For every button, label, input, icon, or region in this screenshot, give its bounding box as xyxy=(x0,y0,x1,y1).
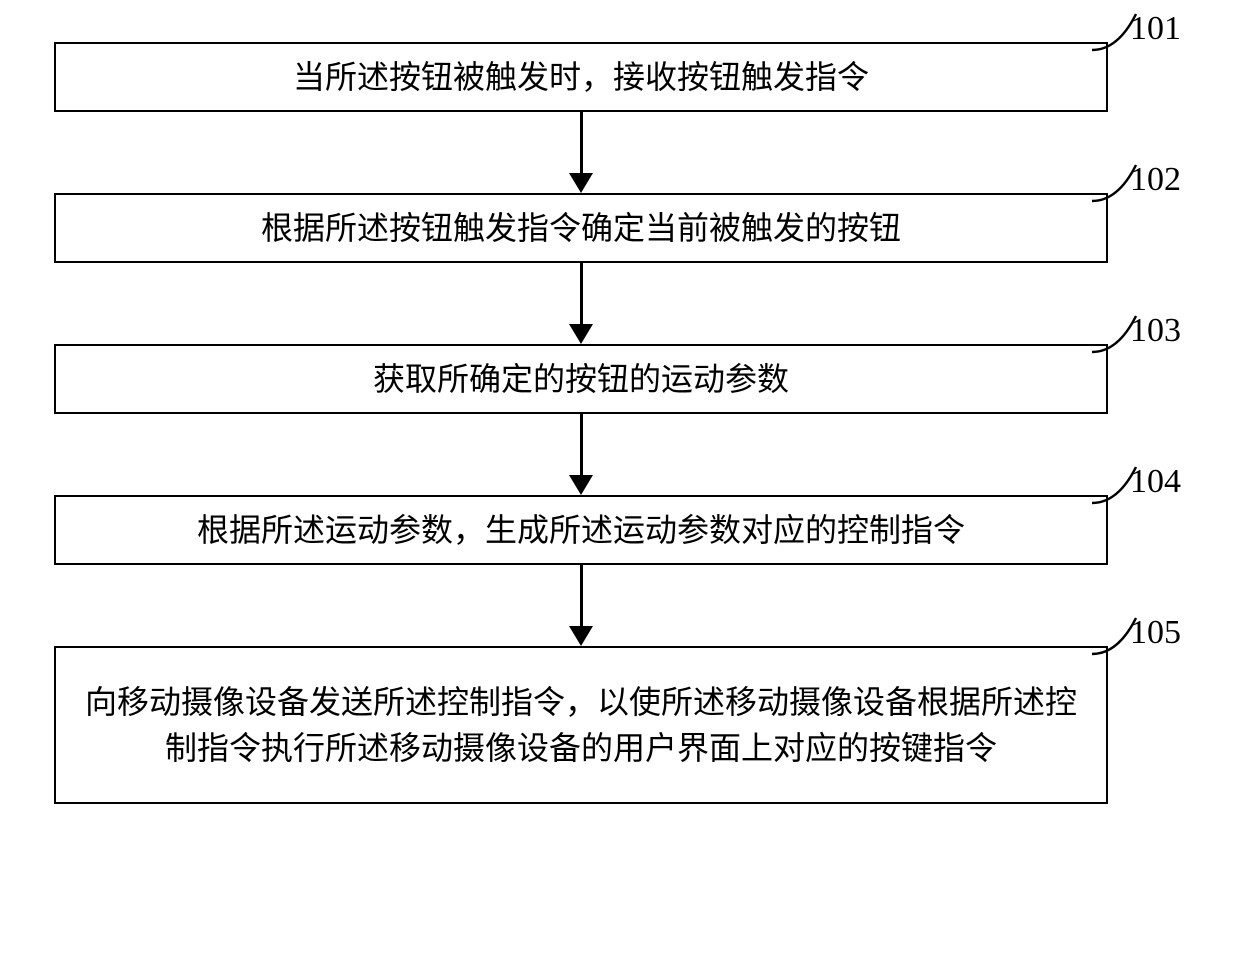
step-text: 根据所述按钮触发指令确定当前被触发的按钮 xyxy=(261,205,901,251)
step-label-text: 103 xyxy=(1130,312,1181,349)
flow-arrow xyxy=(54,112,1108,193)
step-box-104: 根据所述运动参数，生成所述运动参数对应的控制指令 xyxy=(54,495,1108,565)
step-label-text: 101 xyxy=(1130,10,1181,47)
step-text: 获取所确定的按钮的运动参数 xyxy=(373,356,789,402)
step-box-103: 获取所确定的按钮的运动参数 xyxy=(54,344,1108,414)
flowchart-step: 获取所确定的按钮的运动参数 103 xyxy=(54,344,1184,414)
flow-arrow xyxy=(54,414,1108,495)
step-box-101: 当所述按钮被触发时，接收按钮触发指令 xyxy=(54,42,1108,112)
step-label: 104 xyxy=(1130,463,1181,501)
step-text: 向移动摄像设备发送所述控制指令，以使所述移动摄像设备根据所述控制指令执行所述移动… xyxy=(76,679,1086,772)
step-box-105: 向移动摄像设备发送所述控制指令，以使所述移动摄像设备根据所述控制指令执行所述移动… xyxy=(54,646,1108,804)
step-box-102: 根据所述按钮触发指令确定当前被触发的按钮 xyxy=(54,193,1108,263)
flowchart-container: 当所述按钮被触发时，接收按钮触发指令 101 根据所述按钮触发指令确定当前被触发… xyxy=(54,42,1184,804)
flow-arrow xyxy=(54,565,1108,646)
step-label-text: 104 xyxy=(1130,463,1181,500)
flowchart-step: 当所述按钮被触发时，接收按钮触发指令 101 xyxy=(54,42,1184,112)
flowchart-step: 根据所述按钮触发指令确定当前被触发的按钮 102 xyxy=(54,193,1184,263)
step-label: 102 xyxy=(1130,161,1181,199)
step-label-text: 102 xyxy=(1130,161,1181,198)
step-text: 当所述按钮被触发时，接收按钮触发指令 xyxy=(293,54,869,100)
step-label-text: 105 xyxy=(1130,614,1181,651)
flow-arrow xyxy=(54,263,1108,344)
step-label: 103 xyxy=(1130,312,1181,350)
step-label: 101 xyxy=(1130,10,1181,48)
flowchart-step: 向移动摄像设备发送所述控制指令，以使所述移动摄像设备根据所述控制指令执行所述移动… xyxy=(54,646,1184,804)
flowchart-step: 根据所述运动参数，生成所述运动参数对应的控制指令 104 xyxy=(54,495,1184,565)
step-label: 105 xyxy=(1130,614,1181,652)
step-text: 根据所述运动参数，生成所述运动参数对应的控制指令 xyxy=(197,507,965,553)
